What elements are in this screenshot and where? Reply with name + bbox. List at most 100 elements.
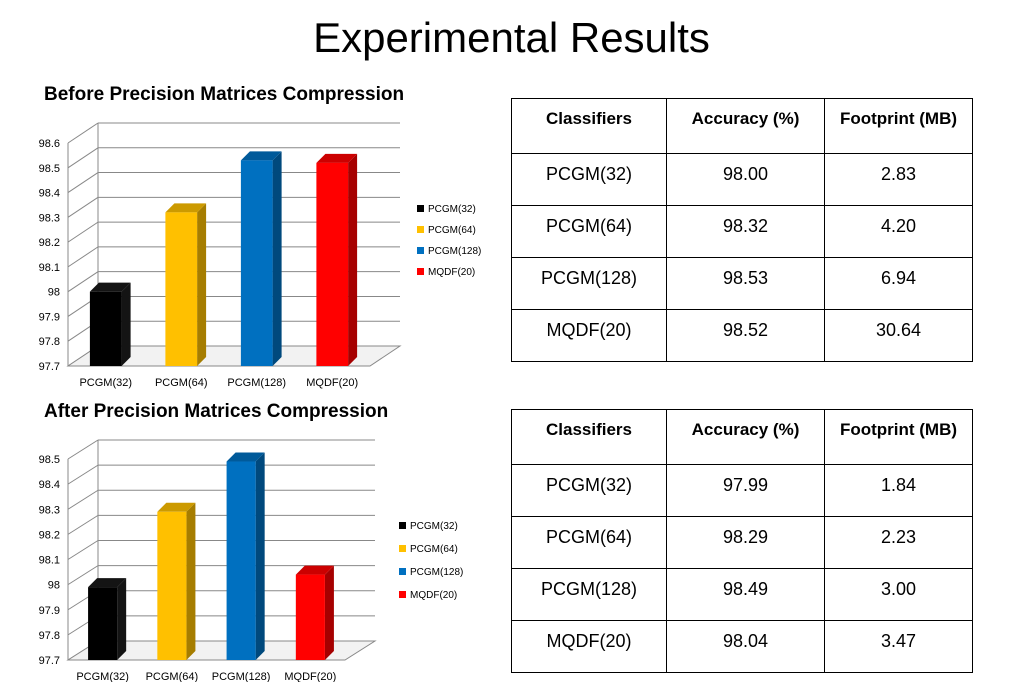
results-table-before: Classifiers Accuracy (%) Footprint (MB) … xyxy=(511,98,973,362)
table-row: PCGM(32) 97.99 1.84 xyxy=(511,464,973,517)
table-cell: 6.94 xyxy=(824,257,973,310)
legend-swatch xyxy=(399,591,406,598)
gridline-side xyxy=(67,271,99,293)
y-tick-label: 98.1 xyxy=(39,262,60,274)
table-cell: 98.29 xyxy=(666,516,825,569)
bar-side-pcgm64 xyxy=(197,203,207,366)
x-tick-label: MQDF(20) xyxy=(306,377,358,389)
table-cell: 1.84 xyxy=(824,464,973,517)
gridline-side xyxy=(67,172,99,193)
column-header: Footprint (MB) xyxy=(824,98,973,154)
bar-pcgm128 xyxy=(240,160,273,366)
table-header-row: Classifiers Accuracy (%) Footprint (MB) xyxy=(511,409,973,465)
table-cell: 3.47 xyxy=(824,620,973,673)
table-cell: 4.20 xyxy=(824,205,973,258)
x-tick-label: PCGM(64) xyxy=(155,377,208,389)
table-cell: 98.53 xyxy=(666,257,825,310)
table-cell: 98.49 xyxy=(666,568,825,621)
column-header: Accuracy (%) xyxy=(666,409,825,465)
results-table-after: Classifiers Accuracy (%) Footprint (MB) … xyxy=(511,409,973,673)
legend-label: MQDF(20) xyxy=(410,590,457,601)
bar-top-pcgm64 xyxy=(157,502,196,512)
gridline-side xyxy=(67,122,99,144)
legend-swatch xyxy=(399,522,406,529)
gridline-side xyxy=(67,221,99,243)
legend-label: PCGM(64) xyxy=(428,225,476,236)
bar-top-pcgm128 xyxy=(226,452,265,462)
bar-pcgm32 xyxy=(89,291,122,366)
y-tick-label: 98 xyxy=(48,580,60,592)
bar-pcgm128 xyxy=(226,461,256,660)
bar-top-pcgm128 xyxy=(240,151,282,161)
bar-mqdf20 xyxy=(295,574,325,660)
gridline-side xyxy=(67,489,99,510)
table-cell: 98.04 xyxy=(666,620,825,673)
y-tick-label: 97.7 xyxy=(39,655,60,667)
y-tick-label: 98.1 xyxy=(39,555,60,567)
bar-pcgm64 xyxy=(157,511,187,660)
y-tick-label: 97.7 xyxy=(39,361,60,373)
y-tick-label: 98.4 xyxy=(39,479,60,491)
table-cell: PCGM(64) xyxy=(511,516,667,569)
column-header: Classifiers xyxy=(511,98,667,154)
table-cell: PCGM(64) xyxy=(511,205,667,258)
legend-label: PCGM(64) xyxy=(410,544,458,555)
legend-label: PCGM(128) xyxy=(410,567,463,578)
chart-title-after: After Precision Matrices Compression xyxy=(44,401,389,422)
bar-side-pcgm128 xyxy=(272,151,282,366)
x-tick-label: PCGM(32) xyxy=(79,377,132,389)
bar-chart-before: 97.7 97.8 97.9 98 98.1 98.2 98.3 98.4 98.5 98.6 PC… xyxy=(39,122,481,389)
table-cell: 2.83 xyxy=(824,153,973,206)
legend-swatch xyxy=(417,205,424,212)
gridline-side xyxy=(67,439,99,460)
bar-mqdf20 xyxy=(316,162,349,366)
legend-swatch xyxy=(399,545,406,552)
y-tick-label: 98.5 xyxy=(39,454,60,466)
table-cell: 3.00 xyxy=(824,568,973,621)
bar-side-pcgm32 xyxy=(121,282,131,366)
x-tick-label: PCGM(128) xyxy=(212,671,271,682)
bar-top-pcgm64 xyxy=(165,203,207,213)
table-cell: PCGM(32) xyxy=(511,153,667,206)
legend-swatch xyxy=(399,568,406,575)
bar-top-mqdf20 xyxy=(316,153,358,163)
y-tick-label: 98.6 xyxy=(39,138,60,150)
gridline-side xyxy=(67,514,99,535)
table-cell: 98.52 xyxy=(666,309,825,362)
gridline-side xyxy=(67,464,99,485)
x-tick-label: MQDF(20) xyxy=(284,671,336,682)
bar-top-pcgm32 xyxy=(88,578,127,588)
table-cell: PCGM(128) xyxy=(511,568,667,621)
table-row: PCGM(64) 98.32 4.20 xyxy=(511,205,973,258)
y-tick-label: 97.9 xyxy=(39,605,60,617)
table-row: MQDF(20) 98.04 3.47 xyxy=(511,620,973,673)
column-header: Accuracy (%) xyxy=(666,98,825,154)
table-cell: 98.00 xyxy=(666,153,825,206)
legend-label: MQDF(20) xyxy=(428,267,475,278)
table-row: PCGM(64) 98.29 2.23 xyxy=(511,516,973,569)
legend-swatch xyxy=(417,226,424,233)
bar-pcgm32 xyxy=(88,587,118,660)
bar-top-mqdf20 xyxy=(295,565,334,575)
bar-side-pcgm128 xyxy=(255,452,265,660)
table-cell: 98.32 xyxy=(666,205,825,258)
y-tick-label: 97.8 xyxy=(39,336,60,348)
legend-swatch xyxy=(417,268,424,275)
table-header-row: Classifiers Accuracy (%) Footprint (MB) xyxy=(511,98,973,154)
column-header: Classifiers xyxy=(511,409,667,465)
legend-label: PCGM(32) xyxy=(428,204,476,215)
table-cell: MQDF(20) xyxy=(511,620,667,673)
y-tick-label: 97.9 xyxy=(39,311,60,323)
x-tick-label: PCGM(128) xyxy=(227,377,286,389)
table-row: MQDF(20) 98.52 30.64 xyxy=(511,309,973,362)
gridline-side xyxy=(67,196,99,218)
table-row: PCGM(128) 98.49 3.00 xyxy=(511,568,973,621)
bar-top-pcgm32 xyxy=(89,282,131,292)
gridline-side xyxy=(67,565,99,586)
slide-title: Experimental Results xyxy=(313,14,710,61)
bar-side-pcgm32 xyxy=(117,578,127,660)
gridline-side xyxy=(67,246,99,268)
table-cell: 97.99 xyxy=(666,464,825,517)
y-tick-label: 98.2 xyxy=(39,529,60,541)
y-tick-label: 98.5 xyxy=(39,163,60,175)
